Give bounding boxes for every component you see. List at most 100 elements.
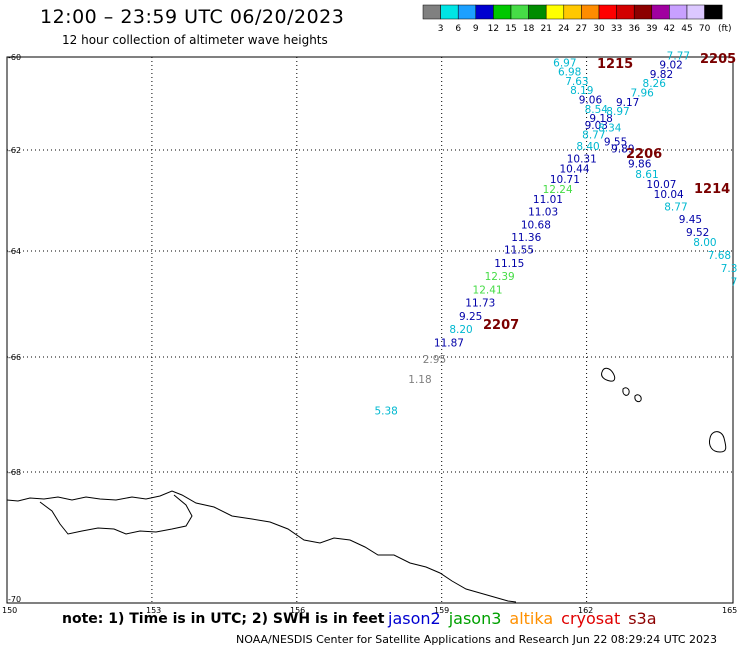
pass-time-label: 2206 (626, 147, 662, 162)
wave-height-label: 9.89 (611, 144, 634, 156)
legend-label: 6 (455, 24, 461, 34)
legend-swatch (616, 4, 635, 20)
wave-height-label: 9.55 (604, 136, 627, 148)
wave-height-label: 9.06 (579, 95, 603, 107)
wave-height-label: 2.95 (423, 354, 446, 366)
island (601, 367, 616, 382)
wave-height-label: 9.03 (585, 120, 608, 132)
wave-height-label: 11.01 (533, 194, 563, 206)
credit-line: NOAA/NESDIS Center for Satellite Applica… (236, 633, 718, 646)
wave-height-label: 8.34 (598, 122, 622, 134)
wave-height-label: 9.86 (628, 159, 652, 171)
lat-label: -66 (8, 353, 21, 362)
satellite-name: s3a (628, 609, 657, 628)
graticule (7, 57, 733, 603)
wave-height-label: 10.07 (646, 179, 676, 191)
pass-times: 1215 2205 2206 1214 2207 (483, 52, 736, 333)
legend-label: 30 (593, 24, 605, 34)
wave-height-label: 12.41 (473, 284, 503, 296)
legend-swatch (457, 4, 477, 20)
footer-note: note: 1) Time is in UTC; 2) SWH is in fe… (62, 611, 385, 627)
coastline (6, 367, 727, 603)
island (634, 394, 642, 403)
wave-height-label: 7.68 (708, 250, 731, 262)
wave-height-label: 8.77 (582, 129, 605, 141)
wave-height-label: 10.68 (521, 219, 551, 231)
legend-label: 39 (646, 24, 658, 34)
lat-label: -70 (8, 595, 21, 604)
wave-height-label: 8.54 (585, 104, 609, 116)
wave-height-label: 7.96 (630, 88, 654, 100)
satellite-name: cryosat (561, 609, 621, 628)
wave-height-label: 12.39 (485, 271, 515, 283)
legend-swatch (475, 4, 494, 20)
lat-label: -60 (8, 53, 21, 62)
legend-swatch (633, 4, 653, 20)
wave-height-label: 8.97 (606, 106, 629, 118)
legend-swatch (563, 4, 582, 20)
legend-swatch (528, 4, 547, 20)
legend-label: 18 (523, 24, 535, 34)
wave-height-label: 10.04 (654, 189, 684, 201)
island (622, 387, 630, 396)
wave-height-label: 6.98 (558, 67, 581, 79)
legend-swatch (440, 4, 459, 20)
axis-labels: -60 -62 -64 -66 -68 -70 150 153 156 159 … (2, 53, 737, 615)
lon-label: 150 (2, 606, 17, 615)
altimeter-tracks: 6.976.987.638.199.068.549.189.038.778.40… (374, 50, 737, 417)
wave-height-label: 8.77 (664, 202, 687, 214)
legend-label: 15 (505, 24, 516, 34)
lat-label: -68 (8, 468, 21, 477)
legend-label: 42 (664, 24, 675, 34)
wave-height-label: 7.77 (667, 50, 690, 62)
wave-height-label: 8.26 (643, 78, 667, 90)
wave-height-label: 10.31 (567, 154, 597, 166)
wave-height-label: 9.17 (616, 97, 639, 109)
satellite-key: jason2 jason3 altika cryosat s3a (388, 609, 665, 628)
lon-label: 153 (146, 606, 161, 615)
color-legend: 3 6 9 12 15 18 21 24 27 30 33 36 39 42 45 70 (ft) (422, 4, 732, 34)
legend-swatch (704, 4, 723, 20)
wave-height-label: 9.45 (679, 214, 702, 226)
wave-height-label: 10.71 (550, 174, 580, 186)
satellite-name: altika (509, 609, 554, 628)
legend-label: 9 (473, 24, 479, 34)
pass-time-label: 2207 (483, 318, 519, 333)
satellite-name: jason3 (448, 609, 502, 628)
legend-swatch (669, 4, 688, 20)
lon-label: 165 (722, 606, 737, 615)
pass-time-label: 1214 (694, 182, 730, 197)
wave-height-label: 6.97 (553, 57, 576, 69)
island (709, 431, 727, 453)
satellite-name: jason2 (388, 609, 441, 628)
lat-label: -62 (8, 146, 21, 155)
wave-height-label: 5.38 (374, 406, 397, 418)
wave-height-label: 8.61 (635, 169, 658, 181)
map-subtitle: 12 hour collection of altimeter wave hei… (62, 33, 328, 47)
wave-height-label: 11.87 (434, 337, 464, 349)
legend-swatch (598, 4, 617, 20)
wave-height-label: 7.3 (721, 263, 738, 275)
legend-label: 12 (488, 24, 499, 34)
wave-height-label: 11.36 (511, 232, 541, 244)
wave-height-label: 9.25 (459, 311, 482, 323)
ice-shelf-outline (39, 494, 193, 535)
lon-label: 162 (578, 606, 593, 615)
wave-height-label: 8.20 (449, 324, 472, 336)
map-frame (6, 56, 734, 604)
legend-swatch (581, 4, 600, 20)
antarctic-coastline (6, 490, 517, 603)
pass-time-label: 1215 (597, 57, 633, 72)
legend-swatch (493, 4, 512, 20)
lon-label: 156 (290, 606, 305, 615)
wave-height-label: 7.63 (565, 76, 588, 88)
legend-label: 3 (438, 24, 444, 34)
wave-height-label: 9.52 (686, 227, 709, 239)
wave-height-label: 9.18 (589, 113, 612, 125)
wave-height-label: 8.40 (576, 141, 599, 153)
legend-swatch (422, 4, 441, 20)
lat-label: -64 (8, 247, 21, 256)
legend-swatch (510, 4, 529, 20)
wave-height-label: 11.03 (528, 207, 558, 219)
